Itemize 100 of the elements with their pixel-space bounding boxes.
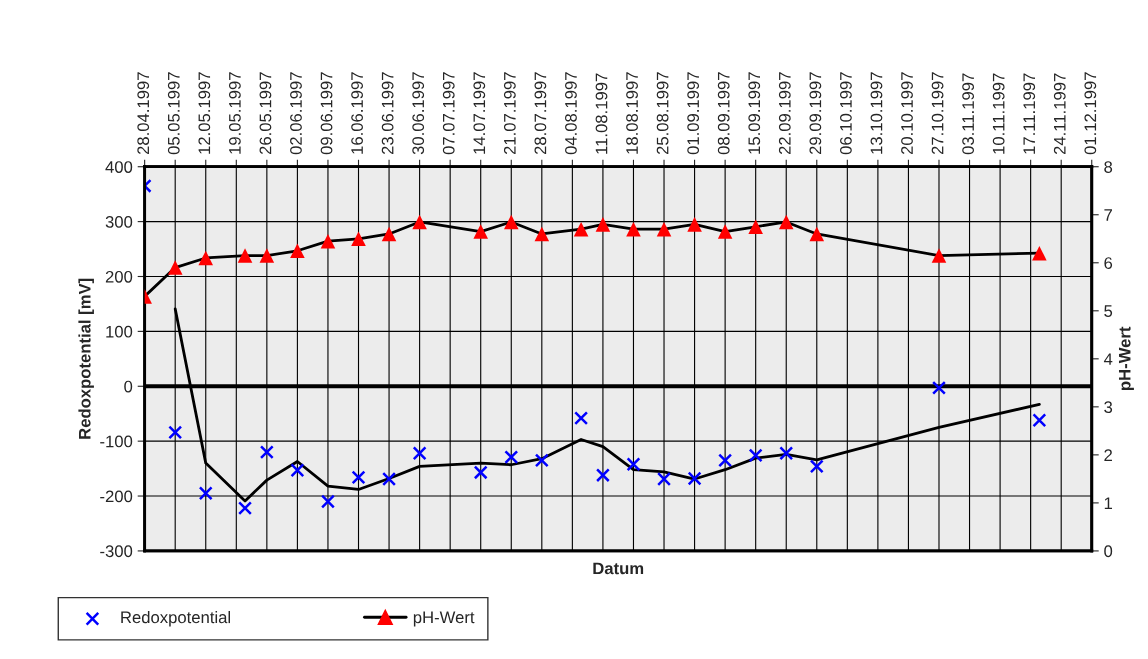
point (1032, 413, 1047, 428)
point (595, 217, 611, 232)
y2-tick-label: 3 (1104, 401, 1113, 414)
y-tick-label: -100 (100, 435, 133, 448)
point (748, 219, 763, 235)
x-tick-label: 14.07.1997 (473, 72, 486, 154)
x-tick-label: 13.10.1997 (870, 72, 883, 154)
y2-tick-label: 7 (1104, 209, 1112, 221)
point (534, 226, 550, 242)
x-tick-label: 26.05.1997 (259, 72, 272, 155)
y2-tick-label: 5 (1104, 305, 1113, 317)
y2-tick-label: 8 (1104, 161, 1113, 173)
x-tick-label: 01.09.1997 (687, 72, 700, 155)
point (198, 486, 213, 501)
x-tick-label: 11.08.1997 (595, 73, 608, 154)
x-tick-label: 15.09.1997 (748, 72, 761, 154)
y-tick-label: 100 (106, 325, 133, 338)
y2-axis-title: pH-Wert (1118, 326, 1134, 390)
x-tick-label: 04.08.1997 (565, 72, 577, 155)
x-tick-label: 09.06.1997 (320, 72, 333, 155)
point (198, 250, 214, 266)
point (626, 457, 641, 472)
y-tick-label: 0 (124, 380, 133, 393)
point (290, 243, 305, 259)
y-tick-label: 400 (105, 161, 133, 173)
point (1032, 245, 1047, 261)
x-tick-label: 21.07.1997 (503, 72, 516, 155)
x-tick-label: 23.06.1997 (381, 72, 394, 155)
x-tick-label: 05.05.1997 (167, 72, 180, 155)
legend-label: Redoxpotential (121, 611, 231, 627)
x-tick-label: 02.06.1997 (290, 72, 302, 155)
point (778, 214, 794, 230)
point (687, 471, 702, 486)
x-tick-label: 20.10.1997 (901, 72, 913, 155)
point (931, 248, 947, 263)
point (656, 221, 672, 237)
x-tick-label: 07.07.1997 (442, 72, 455, 155)
x-tick-label: 17.11.1997 (1023, 73, 1036, 154)
point (351, 470, 366, 485)
point (412, 214, 427, 230)
point (168, 425, 183, 440)
y2-tick-label: 0 (1104, 545, 1113, 558)
y2-tick-label: 2 (1104, 449, 1112, 461)
x-tick-label: 25.08.1997 (656, 72, 669, 155)
x-tick-label: 01.12.1997 (1084, 72, 1097, 155)
point (290, 463, 305, 478)
x-tick-label: 12.05.1997 (198, 72, 211, 154)
y2-tick-label: 6 (1104, 257, 1113, 269)
point (167, 260, 183, 275)
y-tick-label: -300 (100, 545, 133, 558)
point (534, 453, 549, 468)
x-tick-label: 30.06.1997 (412, 72, 425, 155)
y-axis-title: Redoxpotential [mV] (78, 278, 94, 439)
point (259, 248, 275, 263)
y-tick-label: -200 (100, 490, 133, 503)
point (351, 231, 366, 247)
point (931, 380, 947, 395)
point (259, 445, 274, 460)
point (717, 224, 733, 239)
point (573, 221, 589, 237)
x-tick-label: 08.09.1997 (717, 72, 730, 155)
point (595, 468, 610, 483)
x-tick-label: 06.10.1997 (840, 72, 852, 155)
point (412, 446, 427, 461)
point (718, 453, 733, 468)
point (381, 226, 397, 242)
x-tick-label: 22.09.1997 (778, 72, 791, 155)
point (473, 465, 488, 480)
point (574, 411, 589, 426)
x-tick-label: 28.07.1997 (534, 72, 547, 155)
x-tick-label: 28.04.1997 (137, 72, 150, 155)
point (320, 233, 336, 249)
y2-tick-label: 1 (1104, 497, 1113, 509)
x-tick-label: 03.11.1997 (962, 73, 975, 155)
point (656, 471, 672, 487)
point (237, 501, 253, 516)
point (809, 459, 824, 474)
x-axis-title: Datum (593, 562, 644, 575)
point (503, 214, 519, 230)
x-tick-label: 24.11.1997 (1053, 73, 1066, 155)
x-tick-label: 29.09.1997 (809, 72, 822, 155)
x-tick-label: 18.08.1997 (626, 72, 638, 154)
point (809, 226, 825, 242)
y-tick-label: 300 (105, 216, 133, 228)
point (473, 224, 488, 239)
point (504, 450, 519, 465)
point (237, 248, 253, 263)
point (626, 221, 641, 237)
x-tick-label: 10.11.1997 (992, 73, 1005, 154)
legend-label: pH-Wert (413, 611, 475, 627)
point (687, 217, 702, 232)
point (748, 448, 763, 463)
point (320, 494, 336, 509)
y-tick-label: 200 (105, 270, 133, 283)
x-tick-label: 19.05.1997 (228, 72, 241, 154)
point (382, 471, 397, 487)
point (779, 446, 794, 461)
x-tick-label: 27.10.1997 (931, 72, 944, 155)
x-tick-label: 16.06.1997 (351, 72, 363, 154)
y2-tick-label: 4 (1103, 353, 1113, 365)
